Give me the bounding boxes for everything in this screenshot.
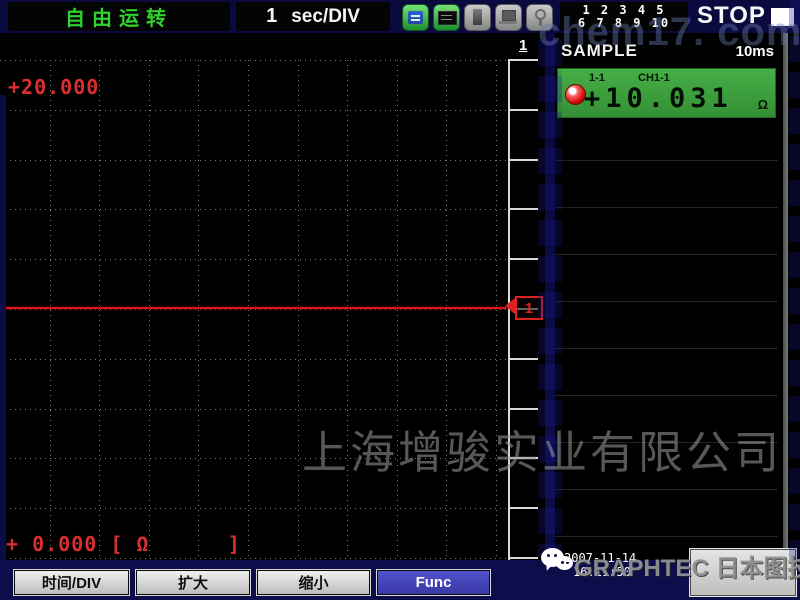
button-zoom-out[interactable]: 缩小: [257, 570, 370, 595]
record-led-icon: [565, 84, 586, 105]
grid-vline: [347, 60, 348, 558]
channel-card-ch1[interactable]: 1-1 CH1-1 +10.031 Ω: [557, 68, 776, 118]
grid-hline: [0, 259, 508, 260]
scale-tick: [508, 59, 538, 61]
channel-numbers-row1: 1 2 3 4 5: [582, 3, 666, 17]
channel-group-label: 1-1: [589, 72, 605, 84]
channel-row-separator: [555, 160, 778, 161]
battery-icon[interactable]: [464, 4, 491, 31]
plot-grid: [0, 33, 545, 560]
scale-ticks: [0, 33, 545, 560]
channel-row-separator: [555, 348, 778, 349]
computer-icon[interactable]: [495, 4, 522, 31]
empty-channel-rows: [555, 33, 800, 560]
trace-line-ch1: [0, 307, 506, 309]
grid-hline: [0, 160, 508, 161]
waveform-plot: +20.000 1 1 + 0.000 [ Ω ]: [0, 33, 545, 560]
scale-tick: [508, 457, 538, 459]
grid-vline: [99, 60, 100, 558]
grid-vline: [198, 60, 199, 558]
status-icon-row: [402, 4, 553, 31]
left-bezel: [0, 95, 6, 560]
scale-tick: [508, 557, 538, 559]
scale-channel-number: 1: [519, 37, 528, 54]
date-display: 2007-11-14: [564, 551, 637, 565]
grid-hline: [0, 458, 508, 459]
channel-name-label: CH1-1: [638, 72, 670, 84]
time-display: 16:11:50: [573, 565, 631, 579]
timebase-box[interactable]: 1 sec/DIV: [236, 2, 390, 31]
trace-marker-arrow-icon: [505, 298, 515, 314]
run-status-label: 自由运转: [65, 8, 173, 30]
corner-panel-box[interactable]: [690, 549, 796, 596]
channel-value: +10.031: [584, 83, 733, 114]
scale-tick: [508, 258, 538, 260]
scale-max-label: +20.000: [8, 75, 100, 99]
scale-tick: [508, 358, 538, 360]
grid-hline: [0, 110, 508, 111]
channel-row-separator: [555, 254, 778, 255]
grid-hline: [0, 359, 508, 360]
timebase-unit: sec/DIV: [291, 5, 360, 27]
scale-tick: [508, 408, 538, 410]
grid-vline: [496, 60, 497, 558]
channel-numbers-row2: 6 7 8 9 10: [577, 16, 671, 30]
panel-scrollbar[interactable]: [783, 33, 788, 560]
grid-hline: [0, 558, 508, 559]
channel-number-grid: 1 2 3 4 5 6 7 8 9 10: [560, 2, 688, 31]
grid-hline: [0, 209, 508, 210]
wechat-icon: [541, 548, 577, 578]
grid-vline: [248, 60, 249, 558]
channel-row-separator: [555, 442, 778, 443]
scale-tick: [508, 159, 538, 161]
measurement-panel: SAMPLE 10ms 1-1 CH1-1 +10.031 Ω: [555, 33, 800, 560]
button-time-div[interactable]: 时间/DIV: [14, 570, 129, 595]
grid-hline: [0, 409, 508, 410]
memory-card-icon[interactable]: [402, 4, 429, 31]
grid-vline: [446, 60, 447, 558]
sample-rate-value[interactable]: 10ms: [735, 43, 774, 60]
button-func[interactable]: Func: [377, 570, 490, 595]
grid-hline: [0, 508, 508, 509]
trace-marker-tag[interactable]: 1: [515, 296, 543, 320]
grid-vline: [397, 60, 398, 558]
channel-row-separator: [555, 395, 778, 396]
scale-tick: [508, 208, 538, 210]
button-zoom-in[interactable]: 扩大: [136, 570, 250, 595]
grid-hline: [0, 309, 508, 310]
run-status-box: 自由运转: [8, 2, 230, 31]
channel-row-separator: [555, 536, 778, 537]
channel-row-separator: [555, 207, 778, 208]
display-icon[interactable]: [433, 4, 460, 31]
key-lock-icon[interactable]: [526, 4, 553, 31]
channel-row-separator: [555, 489, 778, 490]
grid-vline: [298, 60, 299, 558]
channel-row-separator: [555, 301, 778, 302]
scale-tick: [508, 507, 538, 509]
scale-min-label: + 0.000 [ Ω ]: [6, 532, 241, 556]
grid-hline: [0, 60, 508, 61]
stop-status-label: STOP: [697, 2, 766, 29]
grid-vline: [50, 60, 51, 558]
timebase-value: 1: [266, 5, 278, 27]
grid-vline: [149, 60, 150, 558]
sample-label: SAMPLE: [561, 41, 638, 60]
channel-unit: Ω: [757, 97, 768, 112]
scale-tick: [508, 109, 538, 111]
stop-indicator-icon: [771, 8, 794, 26]
